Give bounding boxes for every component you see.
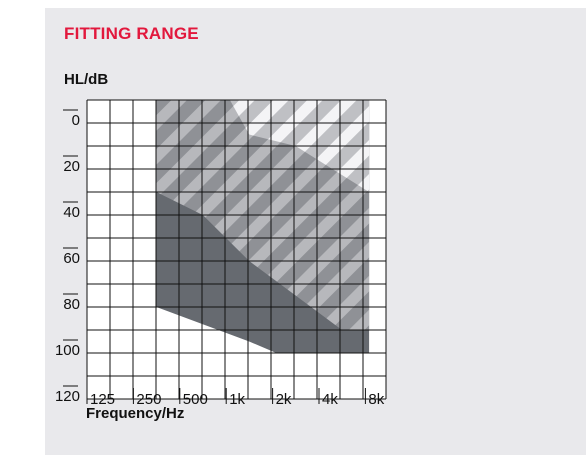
chart-title: FITTING RANGE	[64, 24, 199, 43]
x-tick-label: 4k	[322, 391, 338, 408]
y-tick-label: 120	[55, 388, 80, 405]
x-axis-label: Frequency/Hz	[86, 405, 185, 422]
y-tick-label: 80	[63, 296, 80, 313]
x-tick-label: 8k	[368, 391, 384, 408]
y-tick-label: 60	[63, 250, 80, 267]
y-tick-label: 20	[63, 158, 80, 175]
y-axis-label: HL/dB	[64, 71, 109, 88]
y-tick-label: 100	[55, 342, 80, 359]
x-tick-label: 125	[90, 391, 115, 408]
y-tick-label: 0	[72, 112, 80, 129]
y-tick-label: 40	[63, 204, 80, 221]
x-tick-label: 500	[183, 391, 208, 408]
x-tick-label: 250	[136, 391, 161, 408]
x-tick-label: 1k	[229, 391, 245, 408]
x-tick-label: 2k	[276, 391, 292, 408]
